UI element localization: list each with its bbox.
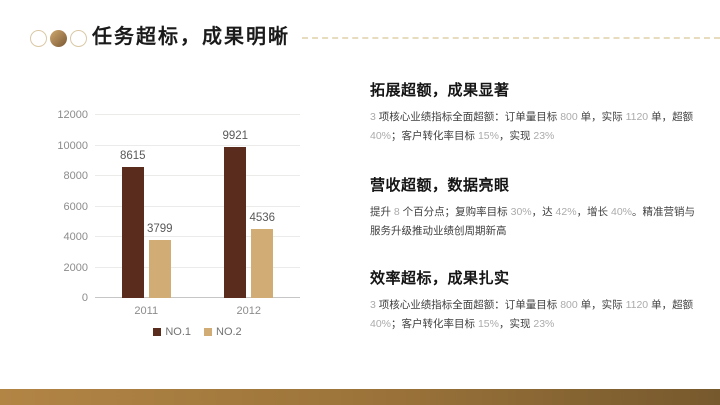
body-segment: 1120 xyxy=(625,111,649,123)
y-tick-label: 6000 xyxy=(63,200,88,213)
body-segment: 单，实际 xyxy=(577,299,626,311)
bar-value-label: 4536 xyxy=(249,211,276,224)
body-segment: 单，超额 xyxy=(648,111,694,123)
footer-gradient-bar xyxy=(0,389,720,405)
legend-label: NO.1 xyxy=(165,326,191,338)
section-efficiency: 效率超标，成果扎实 3 项核心业绩指标全面超额：订单量目标 800 单，实际 1… xyxy=(370,270,702,334)
x-category-label: 2011 xyxy=(134,305,159,317)
legend-label: NO.2 xyxy=(216,326,242,338)
body-segment: 3 xyxy=(370,299,379,311)
body-segment: 单，超额 xyxy=(648,299,694,311)
section-body: 提升 8 个百分点；复购率目标 30%，达 42%，增长 40%。精准营销与服务… xyxy=(370,203,702,241)
bar-no1-2011 xyxy=(121,166,144,298)
bar-value-label: 8615 xyxy=(119,149,146,162)
section-revenue: 营收超额，数据亮眼 提升 8 个百分点；复购率目标 30%，达 42%，增长 4… xyxy=(370,177,702,241)
body-segment: 项核心业绩指标全面超额：订单量目标 xyxy=(378,299,561,311)
bar-no2-2011 xyxy=(148,240,171,298)
chart-legend: NO.1 NO.2 xyxy=(95,326,300,338)
chart-plot-area: 8615 3799 9921 4536 xyxy=(95,114,300,298)
body-segment: 。精准营销与服务升级推动业绩创周期新高 xyxy=(370,206,695,237)
y-tick-label: 0 xyxy=(81,292,88,304)
gridline xyxy=(95,175,300,176)
body-segment: 42% xyxy=(555,206,577,218)
body-segment: 23% xyxy=(533,130,555,142)
section-expansion: 拓展超额，成果显著 3 项核心业绩指标全面超额：订单量目标 800 单，实际 1… xyxy=(370,82,702,146)
body-segment: 1120 xyxy=(625,299,649,311)
y-tick-label: 8000 xyxy=(63,170,88,182)
y-tick-label: 10000 xyxy=(57,139,88,152)
body-segment: 15% xyxy=(477,130,499,142)
gridline xyxy=(95,266,300,268)
bar-chart: 0 2000 4000 6000 8000 10000 12000 8615 3799 9921… xyxy=(0,105,345,350)
x-axis-line xyxy=(95,297,300,298)
body-segment: ，达 xyxy=(531,206,556,218)
section-heading: 拓展超额，成果显著 xyxy=(370,82,510,99)
legend-swatch-icon xyxy=(204,328,212,336)
body-segment: 40% xyxy=(370,318,392,330)
y-tick-label: 2000 xyxy=(63,261,88,274)
section-body: 3 项核心业绩指标全面超额：订单量目标 800 单，实际 1120 单，超额 4… xyxy=(370,296,702,334)
section-body: 3 项核心业绩指标全面超额：订单量目标 800 单，实际 1120 单，超额 4… xyxy=(370,108,702,146)
legend-swatch-icon xyxy=(153,328,162,336)
gridline xyxy=(95,144,300,146)
title-dots-decoration xyxy=(30,30,87,47)
gridline xyxy=(95,205,300,207)
body-segment: 提升 xyxy=(370,206,394,218)
body-segment: ，实现 xyxy=(498,318,534,330)
legend-item-no1: NO.1 xyxy=(153,326,191,338)
bar-no2-2012 xyxy=(251,228,274,298)
bar-no1-2012 xyxy=(224,146,247,298)
dot-outline-icon xyxy=(30,30,47,47)
body-segment: 40% xyxy=(610,206,632,218)
dot-filled-icon xyxy=(50,30,67,47)
body-segment: 15% xyxy=(477,318,499,330)
body-segment: 8 xyxy=(393,206,400,218)
gridline xyxy=(95,114,300,115)
body-segment: 40% xyxy=(370,130,392,142)
x-category-label: 2012 xyxy=(236,305,261,317)
body-segment: 800 xyxy=(560,111,578,123)
bar-value-label: 9921 xyxy=(222,129,249,142)
body-segment: 单，实际 xyxy=(577,111,626,123)
body-segment: ；客户转化率目标 xyxy=(391,318,478,330)
y-tick-label: 4000 xyxy=(63,231,88,243)
slide-title: 任务超标，成果明晰 xyxy=(92,26,290,48)
body-segment: 23% xyxy=(533,318,555,330)
section-heading: 营收超额，数据亮眼 xyxy=(370,177,510,194)
body-segment: ，增长 xyxy=(576,206,611,218)
dot-outline-icon xyxy=(70,30,87,47)
body-segment: ，实现 xyxy=(498,130,534,142)
body-segment: 个百分点；复购率目标 xyxy=(399,206,511,218)
body-segment: 3 xyxy=(370,111,379,123)
y-tick-label: 12000 xyxy=(57,109,88,121)
body-segment: 30% xyxy=(510,206,532,218)
dashed-divider xyxy=(302,37,720,39)
section-heading: 效率超标，成果扎实 xyxy=(370,270,510,287)
body-segment: 800 xyxy=(560,299,578,311)
legend-item-no2: NO.2 xyxy=(204,326,242,338)
gridline xyxy=(95,236,300,237)
bar-value-label: 3799 xyxy=(146,223,173,236)
body-segment: ；客户转化率目标 xyxy=(391,130,478,142)
body-segment: 项核心业绩指标全面超额：订单量目标 xyxy=(378,111,561,123)
